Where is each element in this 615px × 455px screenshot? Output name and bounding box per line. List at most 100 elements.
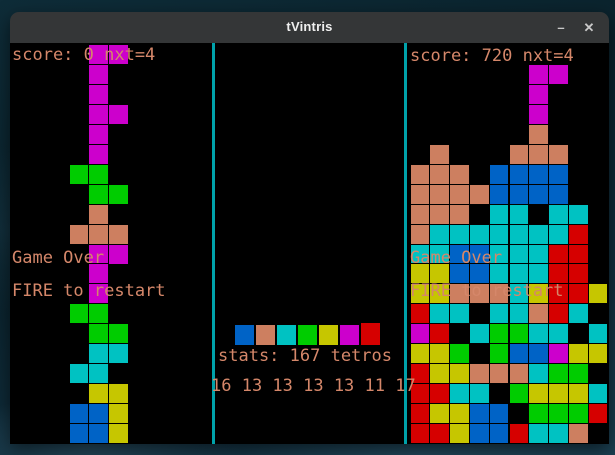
tetris-block — [548, 204, 569, 225]
legend-block-R — [361, 323, 380, 345]
tetris-block — [528, 383, 550, 404]
tetris-block — [409, 224, 431, 245]
tetris-block — [567, 204, 589, 225]
tetris-block — [108, 343, 129, 364]
right-separator — [404, 43, 407, 444]
tetris-block — [108, 383, 129, 404]
tetris-block — [567, 423, 589, 444]
tetris-block — [528, 323, 550, 344]
tetris-block — [449, 363, 470, 384]
tetris-block — [429, 204, 451, 225]
tetris-block — [508, 164, 530, 185]
legend-block-M — [340, 325, 359, 345]
tetris-block — [409, 343, 431, 364]
tetris-block — [587, 283, 609, 304]
tetris-block — [429, 343, 451, 364]
tetris-block — [409, 403, 431, 424]
tetris-block — [88, 323, 109, 344]
tetris-block — [108, 423, 129, 444]
tetris-block — [88, 64, 109, 85]
tetris-block — [108, 323, 129, 344]
left-score-text: score: 0 nxt=4 — [12, 45, 156, 65]
tetris-block — [508, 363, 530, 384]
tetris-block — [449, 204, 470, 225]
left-separator — [212, 43, 215, 444]
tetris-block — [468, 323, 490, 344]
tetris-block — [68, 403, 90, 424]
tetris-block — [88, 303, 109, 324]
tetris-block — [548, 303, 569, 324]
tetris-block — [429, 144, 451, 165]
right-playfield — [407, 43, 609, 444]
tetris-block — [88, 144, 109, 165]
tetris-block — [548, 323, 569, 344]
tetris-block — [88, 164, 109, 185]
tetris-block — [108, 104, 129, 125]
tetris-block — [548, 403, 569, 424]
tetris-block — [429, 423, 451, 444]
tetris-block — [488, 363, 510, 384]
game-area[interactable]: stats: 167 tetros 16 13 13 13 13 11 17 s… — [10, 43, 609, 444]
tetris-block — [488, 204, 510, 225]
tetris-block — [88, 383, 109, 404]
tetris-block — [488, 303, 510, 324]
right-score-text: score: 720 nxt=4 — [410, 46, 574, 66]
tetris-block — [528, 303, 550, 324]
tetris-block — [68, 164, 90, 185]
tetris-block — [508, 383, 530, 404]
tetris-block — [567, 343, 589, 364]
tetris-block — [548, 244, 569, 265]
tetris-block — [449, 423, 470, 444]
tetris-block — [548, 343, 569, 364]
right-restart-hint-text: FIRE to restart — [410, 281, 564, 301]
tetris-block — [567, 283, 589, 304]
minimize-icon[interactable]: – — [557, 20, 565, 35]
tetris-block — [528, 104, 550, 125]
tetris-block — [409, 323, 431, 344]
tetris-block — [409, 184, 431, 205]
titlebar[interactable]: tVintris – ✕ — [10, 12, 609, 43]
tetris-block — [587, 323, 609, 344]
tetris-block — [548, 224, 569, 245]
tetris-block — [409, 164, 431, 185]
tetris-block — [468, 403, 490, 424]
tetris-block — [88, 343, 109, 364]
tetris-block — [409, 204, 431, 225]
tetris-block — [429, 224, 451, 245]
tetris-block — [88, 403, 109, 424]
tetris-block — [108, 44, 129, 65]
tetris-block — [429, 303, 451, 324]
tetris-block — [449, 224, 470, 245]
tetris-block — [88, 84, 109, 105]
tetris-block — [567, 403, 589, 424]
tetris-block — [548, 363, 569, 384]
tetris-block — [587, 383, 609, 404]
tetris-block — [508, 423, 530, 444]
tetris-block — [488, 184, 510, 205]
tetris-block — [567, 303, 589, 324]
tetris-block — [528, 124, 550, 145]
tetris-block — [468, 363, 490, 384]
left-game-over-text: Game Over — [12, 248, 105, 268]
tetris-block — [548, 64, 569, 85]
tetris-block — [508, 303, 530, 324]
tetris-block — [88, 124, 109, 145]
legend-block-S — [256, 325, 275, 345]
tetris-block — [488, 343, 510, 364]
close-icon[interactable]: ✕ — [583, 20, 595, 35]
tetris-block — [68, 423, 90, 444]
tetris-block — [528, 224, 550, 245]
tetris-block — [587, 403, 609, 424]
tetris-block — [429, 363, 451, 384]
tetris-block — [528, 403, 550, 424]
tetris-block — [548, 144, 569, 165]
tetris-block — [429, 184, 451, 205]
tetris-block — [488, 403, 510, 424]
tetris-block — [548, 423, 569, 444]
tetris-block — [567, 263, 589, 284]
tetris-block — [108, 224, 129, 245]
tetris-block — [449, 403, 470, 424]
tetris-block — [488, 224, 510, 245]
tetris-block — [68, 303, 90, 324]
tetris-block — [108, 184, 129, 205]
